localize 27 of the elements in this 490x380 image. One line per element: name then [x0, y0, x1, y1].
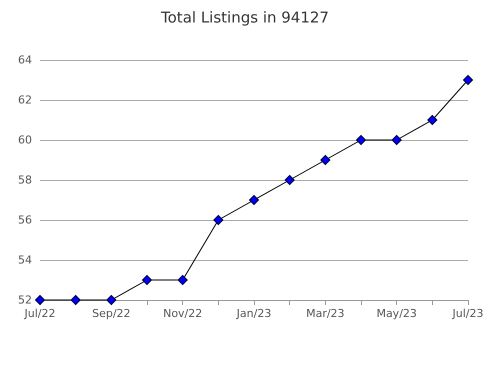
point — [392, 135, 402, 145]
y-tick-label: 64 — [18, 54, 32, 66]
x-tick-label: Jan/23 — [236, 307, 272, 320]
y-tick-label: 52 — [18, 294, 32, 306]
point — [284, 175, 295, 185]
x-tick-label: Nov/22 — [163, 307, 202, 320]
x-tick-label: May/23 — [376, 307, 417, 320]
x-tick-label: Jul/23 — [452, 307, 484, 320]
y-tick-label: 56 — [18, 214, 32, 226]
point — [249, 195, 259, 205]
point — [142, 275, 152, 285]
point — [70, 295, 81, 305]
y-tick-label: 58 — [18, 174, 32, 186]
x-tick-label: Mar/23 — [306, 307, 345, 320]
point — [427, 115, 438, 125]
y-tick-label: 62 — [18, 94, 32, 106]
point — [356, 135, 366, 145]
point — [320, 155, 330, 165]
point — [178, 275, 188, 285]
point — [106, 295, 116, 305]
x-tick-label: Sep/22 — [92, 307, 131, 320]
point — [463, 75, 473, 85]
y-tick-label: 60 — [18, 134, 32, 146]
point — [213, 215, 224, 225]
x-tick-label: Jul/22 — [24, 307, 56, 320]
chart-title: Total Listings in 94127 — [160, 8, 329, 26]
y-tick-label: 54 — [18, 254, 32, 266]
